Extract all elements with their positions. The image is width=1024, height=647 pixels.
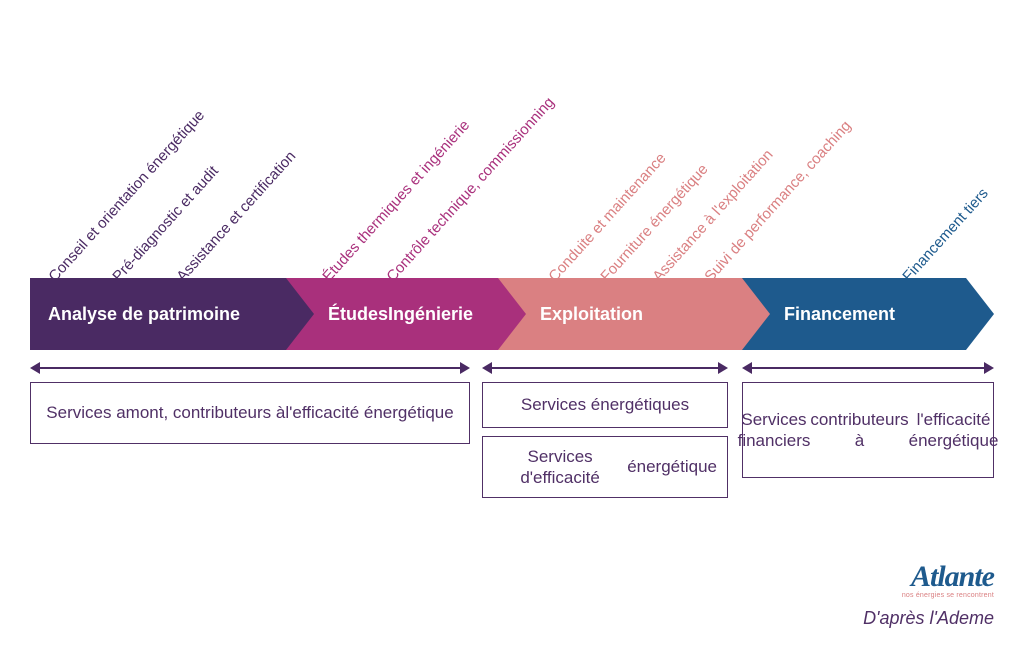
chevron-label: Financement <box>742 278 966 350</box>
chevron-label: Exploitation <box>498 278 742 350</box>
arrow-right-icon <box>460 362 470 374</box>
brand-tagline: nos énergies se rencontrent <box>902 592 994 599</box>
arrow-shaft <box>39 367 461 369</box>
service-box: Services amont, contributeurs àl'efficac… <box>30 382 470 444</box>
diagram-canvas: Conseil et orientation énergétiquePré-di… <box>30 0 994 647</box>
chevron-exploitation: Exploitation <box>498 278 770 350</box>
chevron-arrow-icon <box>286 278 314 350</box>
chevron-analyse: Analyse de patrimoine <box>30 278 314 350</box>
brand-logo: Atlante nos énergies se rencontrent <box>902 560 994 599</box>
chevron-row: Analyse de patrimoineÉtudesIngénierieExp… <box>30 278 994 350</box>
arrow-right-icon <box>718 362 728 374</box>
chevron-financement: Financement <box>742 278 994 350</box>
rotated-label: Assistance et certification <box>173 148 299 285</box>
chevron-etudes: ÉtudesIngénierie <box>286 278 526 350</box>
arrow-right-icon <box>984 362 994 374</box>
service-box: Services financierscontributeurs àl'effi… <box>742 382 994 478</box>
arrow-shaft <box>751 367 985 369</box>
source-credit: D'après l'Ademe <box>863 608 994 629</box>
chevron-arrow-icon <box>742 278 770 350</box>
rotated-label: Financement tiers <box>899 185 991 285</box>
range-arrow <box>482 362 728 374</box>
chevron-arrow-icon <box>966 278 994 350</box>
range-arrow <box>742 362 994 374</box>
chevron-label: ÉtudesIngénierie <box>286 278 498 350</box>
service-box: Services énergétiques <box>482 382 728 428</box>
arrow-shaft <box>491 367 719 369</box>
range-arrow <box>30 362 470 374</box>
rotated-label: Pré-diagnostic et audit <box>109 163 222 285</box>
service-box: Services d'efficacitéénergétique <box>482 436 728 498</box>
chevron-label: Analyse de patrimoine <box>30 278 286 350</box>
chevron-arrow-icon <box>498 278 526 350</box>
brand-name: Atlante <box>902 560 994 594</box>
